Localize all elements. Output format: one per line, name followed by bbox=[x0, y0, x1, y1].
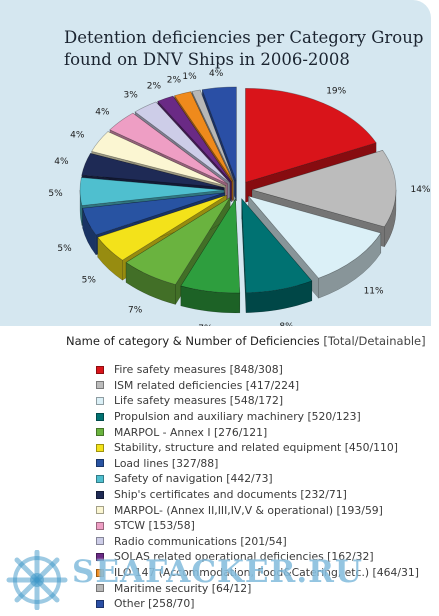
legend-item: ISM related deficiencies [417/224] bbox=[96, 378, 419, 394]
legend-swatch bbox=[96, 428, 104, 437]
legend-item: ILO 147 (Accommodation, Food&Catering, e… bbox=[96, 565, 419, 581]
pie-data-label: 11% bbox=[364, 287, 384, 297]
legend-label: STCW [153/58] bbox=[114, 519, 195, 533]
pie-slice bbox=[82, 192, 225, 236]
pie-data-label: 8% bbox=[279, 322, 294, 326]
chart-title: Detention deficiencies per Category Grou… bbox=[64, 27, 424, 71]
pie-data-label: 4% bbox=[54, 157, 69, 167]
pie-data-label: 1% bbox=[182, 72, 197, 82]
legend-label: ILO 147 (Accommodation, Food&Catering, e… bbox=[114, 566, 419, 580]
pie-slice bbox=[201, 86, 237, 182]
legend-label: Stability, structure and related equipme… bbox=[114, 441, 398, 455]
pie-slice bbox=[157, 95, 232, 183]
legend-item: Propulsion and auxiliary machinery [520/… bbox=[96, 409, 419, 425]
legend-swatch bbox=[96, 584, 104, 593]
pie-data-label: 4% bbox=[209, 69, 224, 79]
pie-slice bbox=[79, 177, 225, 206]
legend-heading-main: Name of category & Number of Deficiencie… bbox=[66, 334, 320, 348]
legend-label: Life safety measures [548/172] bbox=[114, 394, 284, 408]
legend-item: MARPOL- (Annex II,III,IV,V & operational… bbox=[96, 502, 419, 518]
pie-data-label: 4% bbox=[95, 107, 110, 117]
legend-label: MARPOL - Annex I [276/121] bbox=[114, 425, 268, 439]
legend-swatch bbox=[96, 459, 104, 468]
pie-slice bbox=[81, 153, 225, 189]
watermark-logo bbox=[6, 550, 68, 610]
pie-data-label: 7% bbox=[128, 305, 143, 315]
legend-label: MARPOL- (Annex II,III,IV,V & operational… bbox=[114, 503, 383, 517]
pie-data-label: 19% bbox=[326, 87, 346, 97]
chart-title-line-1: Detention deficiencies per Category Grou… bbox=[64, 28, 424, 47]
legend-swatch bbox=[96, 412, 104, 421]
legend-label: Radio communications [201/54] bbox=[114, 534, 287, 548]
legend-label: Maritime security [64/12] bbox=[114, 581, 252, 595]
pie-chart: 19%14%11%8%7%7%5%5%5%4%4%4%3%2%2%1%4% bbox=[48, 69, 431, 326]
pie-data-label: 5% bbox=[82, 276, 97, 286]
pie-slice bbox=[125, 197, 231, 285]
legend-label: Safety of navigation [442/73] bbox=[114, 472, 273, 486]
pie-slice bbox=[250, 150, 397, 228]
legend-item: Ship's certificates and documents [232/7… bbox=[96, 487, 419, 503]
pie-labels: 19%14%11%8%7%7%5%5%5%4%4%4%3%2%2%1%4% bbox=[48, 69, 431, 326]
legend-heading: Name of category & Number of Deficiencie… bbox=[66, 334, 436, 348]
pie-slice bbox=[97, 194, 227, 261]
legend-label: Fire safety measures [848/308] bbox=[114, 363, 283, 377]
legend-item: Life safety measures [548/172] bbox=[96, 393, 419, 409]
pie-slice bbox=[91, 131, 226, 186]
pie-slice bbox=[245, 88, 377, 183]
legend-item: Other [258/70] bbox=[96, 596, 419, 612]
legend-swatch bbox=[96, 396, 104, 405]
legend-label: SOLAS related operational deficiencies [… bbox=[114, 550, 374, 564]
legend-list: Fire safety measures [848/308] ISM relate… bbox=[96, 362, 419, 612]
legend-heading-sub: [Total/Detainable] bbox=[323, 334, 426, 348]
pie-data-label: 7% bbox=[198, 324, 213, 326]
pie-slice bbox=[109, 112, 228, 185]
pie-tops bbox=[79, 86, 397, 294]
legend-swatch bbox=[96, 599, 104, 608]
legend-item: Stability, structure and related equipme… bbox=[96, 440, 419, 456]
legend-swatch bbox=[96, 443, 104, 452]
legend-swatch bbox=[96, 521, 104, 530]
legend-swatch bbox=[96, 506, 104, 515]
legend-swatch bbox=[96, 381, 104, 390]
pie-data-label: 4% bbox=[70, 131, 85, 141]
pie-slice bbox=[191, 89, 235, 182]
legend-item: MARPOL - Annex I [276/121] bbox=[96, 424, 419, 440]
pie-data-label: 2% bbox=[147, 81, 162, 91]
legend-swatch bbox=[96, 568, 104, 577]
legend-swatch bbox=[96, 537, 104, 546]
legend-item: Maritime security [64/12] bbox=[96, 580, 419, 596]
legend-label: Ship's certificates and documents [232/7… bbox=[114, 488, 347, 502]
legend-label: ISM related deficiencies [417/224] bbox=[114, 378, 300, 392]
legend-label: Other [258/70] bbox=[114, 597, 195, 611]
legend-swatch bbox=[96, 474, 104, 483]
legend-label: Propulsion and auxiliary machinery [520/… bbox=[114, 410, 361, 424]
chart-title-line-2: found on DNV Ships in 2006-2008 bbox=[64, 50, 350, 69]
legend-item: Load lines [327/88] bbox=[96, 456, 419, 472]
pie-slice bbox=[180, 197, 241, 294]
legend-swatch bbox=[96, 552, 104, 561]
pie-slice-wall bbox=[241, 198, 247, 313]
pie-data-label: 2% bbox=[167, 76, 182, 86]
pie-slice bbox=[134, 101, 230, 183]
pie-data-label: 3% bbox=[124, 91, 139, 101]
pie-slice bbox=[241, 197, 313, 294]
legend-swatch bbox=[96, 490, 104, 499]
legend-item: STCW [153/58] bbox=[96, 518, 419, 534]
pie-data-label: 5% bbox=[57, 244, 72, 254]
pie-data-label: 14% bbox=[410, 185, 430, 195]
legend-label: Load lines [327/88] bbox=[114, 456, 219, 470]
legend-item: Radio communications [201/54] bbox=[96, 534, 419, 550]
legend-item: Fire safety measures [848/308] bbox=[96, 362, 419, 378]
pie-slice bbox=[174, 91, 234, 182]
legend-item: SOLAS related operational deficiencies [… bbox=[96, 549, 419, 565]
legend-item: Safety of navigation [442/73] bbox=[96, 471, 419, 487]
pie-slice bbox=[247, 195, 382, 279]
pie-data-label: 5% bbox=[48, 189, 63, 199]
legend-swatch bbox=[96, 365, 104, 374]
